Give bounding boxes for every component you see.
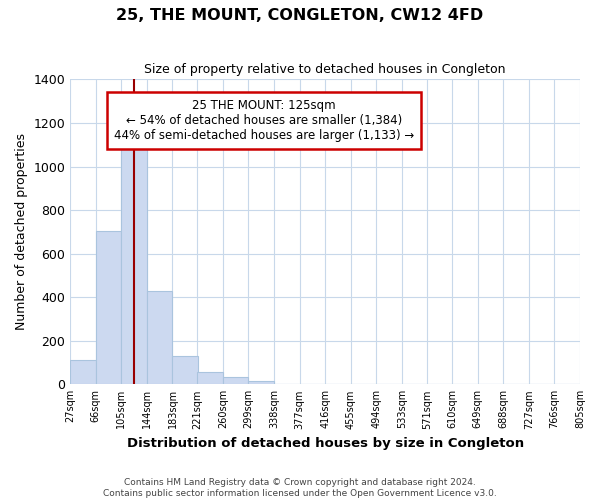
Title: Size of property relative to detached houses in Congleton: Size of property relative to detached ho… bbox=[145, 62, 506, 76]
Bar bbox=[248, 381, 274, 384]
Bar bbox=[121, 140, 147, 384]
Bar bbox=[147, 290, 172, 384]
Bar bbox=[172, 356, 198, 384]
Bar bbox=[96, 231, 121, 384]
X-axis label: Distribution of detached houses by size in Congleton: Distribution of detached houses by size … bbox=[127, 437, 524, 450]
Bar bbox=[223, 378, 248, 384]
Y-axis label: Number of detached properties: Number of detached properties bbox=[15, 134, 28, 330]
Text: 25, THE MOUNT, CONGLETON, CW12 4FD: 25, THE MOUNT, CONGLETON, CW12 4FD bbox=[116, 8, 484, 22]
Bar bbox=[70, 360, 96, 384]
Text: 25 THE MOUNT: 125sqm
← 54% of detached houses are smaller (1,384)
44% of semi-de: 25 THE MOUNT: 125sqm ← 54% of detached h… bbox=[114, 100, 414, 142]
Bar bbox=[197, 372, 223, 384]
Text: Contains HM Land Registry data © Crown copyright and database right 2024.
Contai: Contains HM Land Registry data © Crown c… bbox=[103, 478, 497, 498]
